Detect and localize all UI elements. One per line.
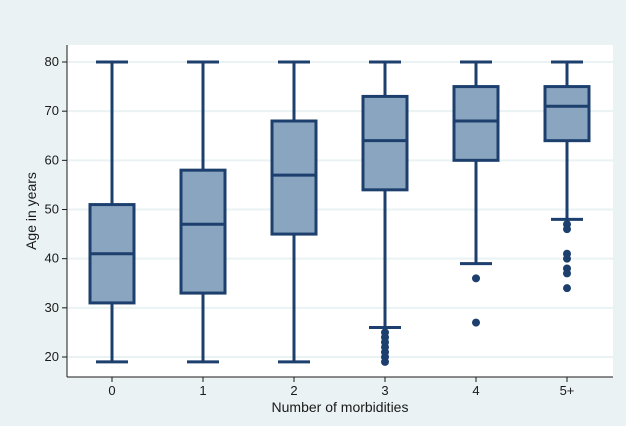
outlier-point [563,225,571,234]
box-iqr [543,85,591,143]
y-tick-label-20: 20 [45,349,59,364]
x-tick-label-4: 4 [472,383,479,398]
x-tick-label-2: 2 [290,383,297,398]
outlier-point [472,274,480,283]
x-tick-label-0: 0 [108,383,115,398]
y-tick-label-60: 60 [45,152,59,167]
axes: 20 30 40 50 60 70 80 0 1 2 3 4 5+ [45,45,613,398]
plot-area [67,45,613,377]
box-group-5+ [543,60,591,293]
y-tick-label-70: 70 [45,103,59,118]
box-iqr [361,94,409,192]
box-iqr [179,168,227,295]
gridlines [68,61,613,358]
box-group-2 [270,60,318,364]
boxes [88,60,591,366]
x-tick-label-1: 1 [199,383,206,398]
x-axis-label: Number of morbidities [272,399,409,415]
x-tick-label-5+: 5+ [560,383,575,398]
outlier-point [563,284,571,293]
outlier-point [472,318,480,327]
y-tick-label-50: 50 [45,202,59,217]
y-tick-label-30: 30 [45,300,59,315]
outlier-point [563,269,571,278]
box-iqr [452,85,500,162]
y-tick-label-40: 40 [45,251,59,266]
box-group-1 [179,60,227,364]
outlier-point [381,357,389,366]
y-axis-label: Age in years [23,172,39,250]
box-group-3 [361,60,409,366]
box-iqr [270,119,318,236]
box-group-0 [88,60,136,364]
x-tick-label-3: 3 [381,383,388,398]
outlier-point [563,254,571,263]
y-tick-label-80: 80 [45,54,59,69]
box-group-4 [452,60,500,327]
